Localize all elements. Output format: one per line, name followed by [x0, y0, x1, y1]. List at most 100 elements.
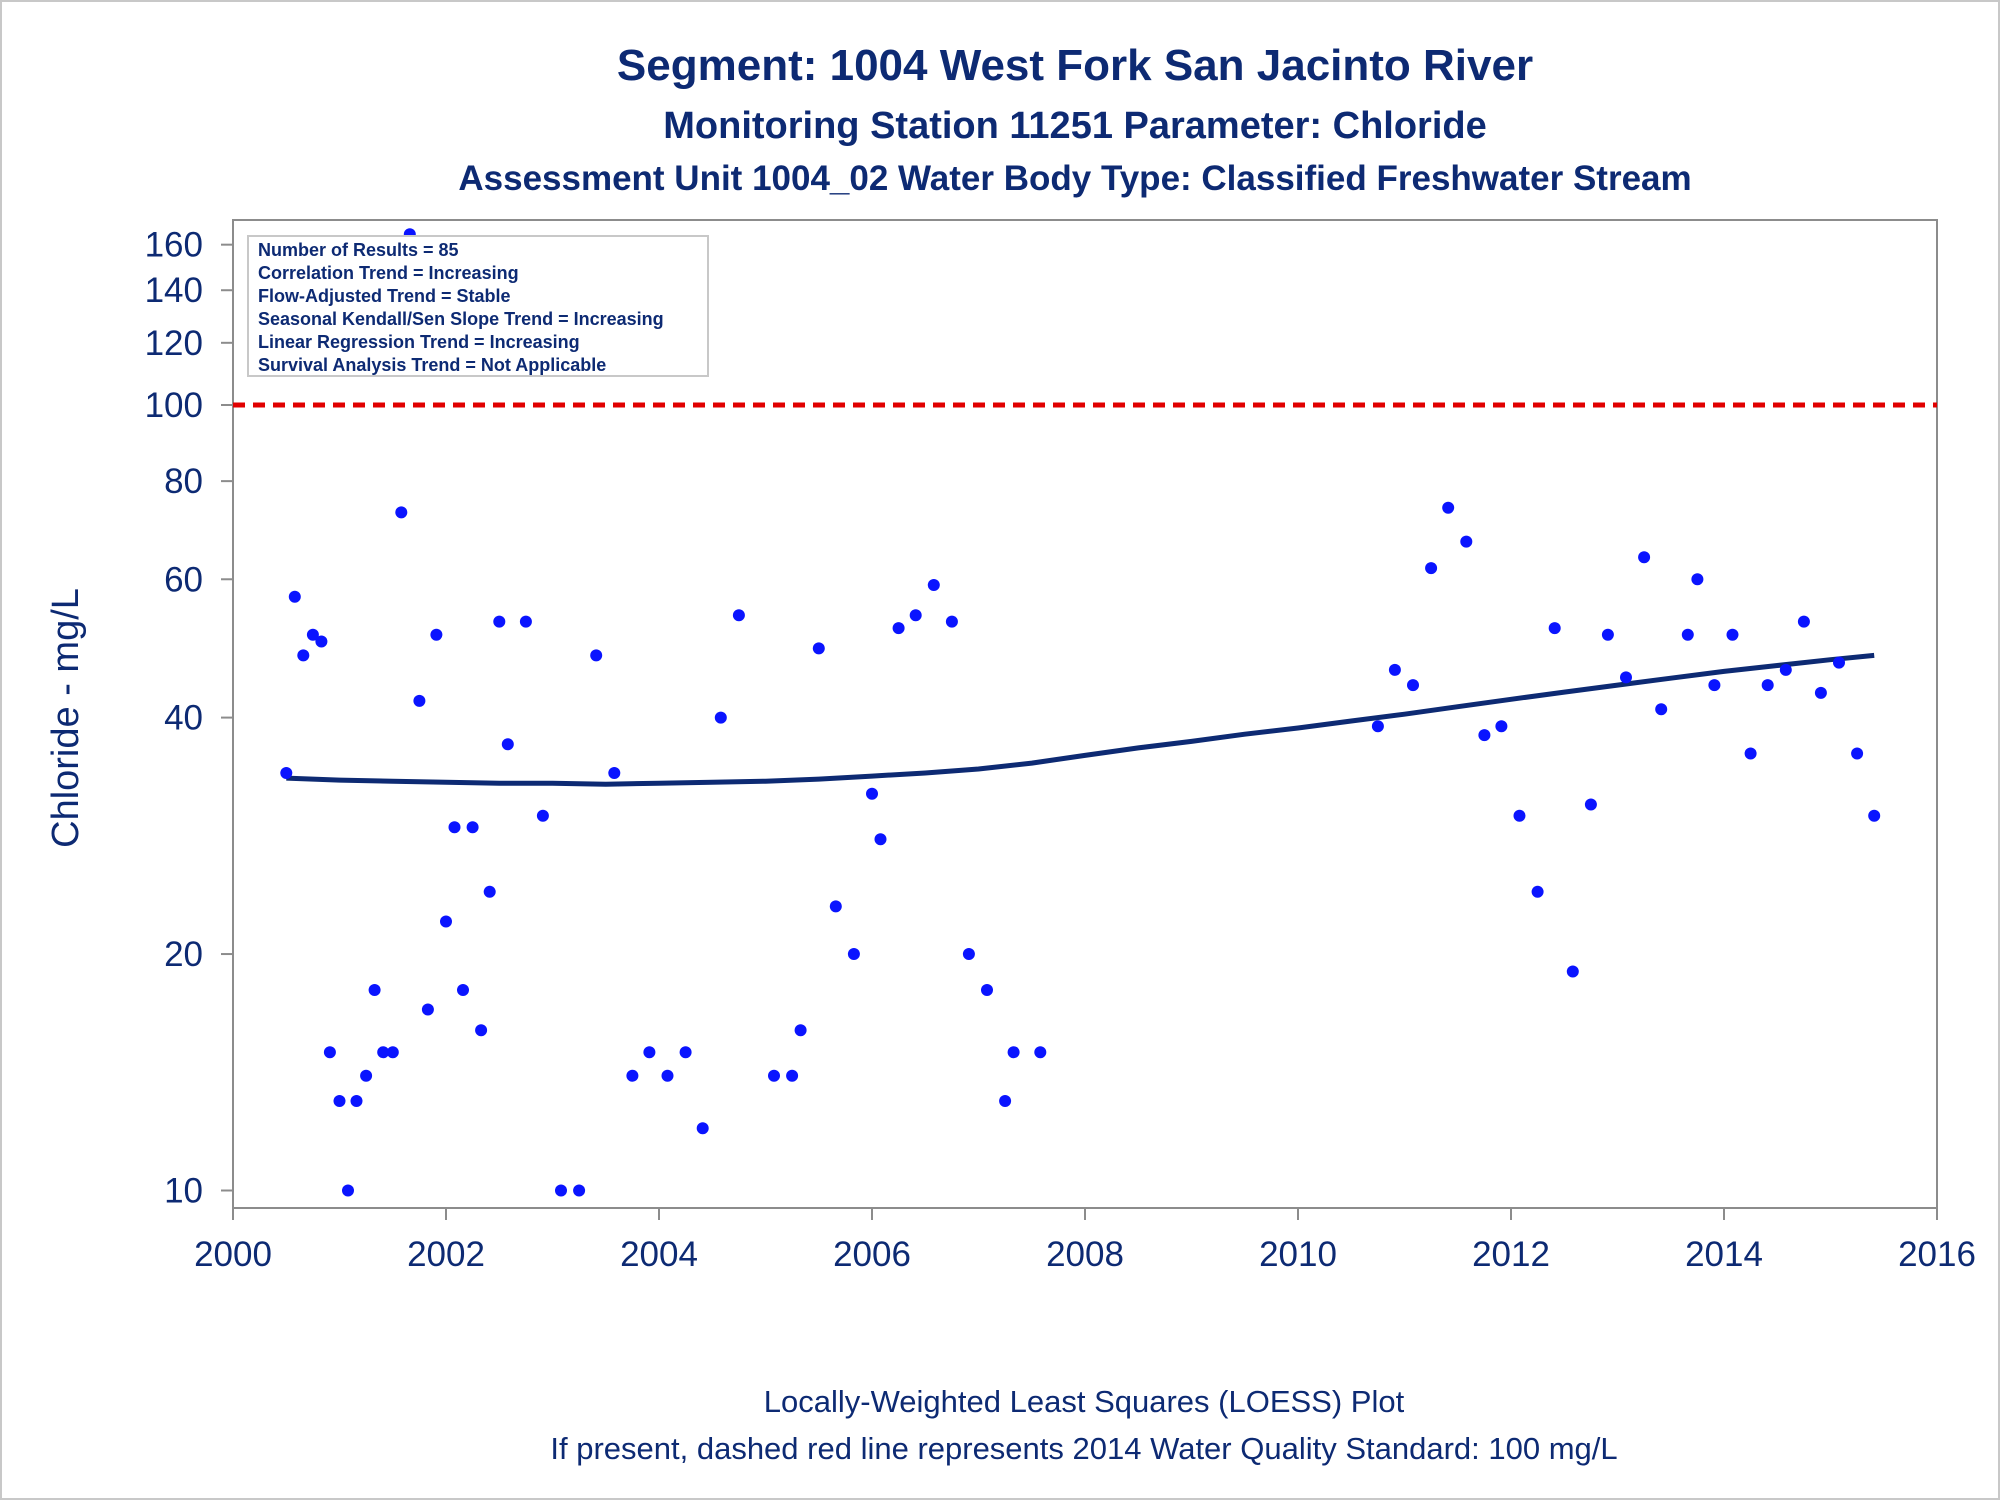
- data-point: [1833, 656, 1845, 669]
- data-point: [288, 590, 301, 603]
- data-point: [1744, 747, 1757, 760]
- data-point: [1779, 663, 1792, 676]
- data-point: [1425, 562, 1438, 575]
- data-point: [1691, 573, 1704, 586]
- data-point: [874, 833, 887, 846]
- data-point: [501, 738, 514, 751]
- data-point: [1868, 809, 1881, 822]
- y-tick-label: 40: [164, 699, 203, 738]
- data-point: [448, 821, 461, 834]
- data-point: [643, 1046, 656, 1059]
- data-point: [297, 649, 310, 662]
- y-tick-label: 100: [145, 386, 203, 425]
- data-point: [661, 1069, 674, 1082]
- data-point: [812, 642, 825, 655]
- data-point: [1851, 747, 1864, 760]
- y-tick-label: 10: [164, 1172, 203, 1211]
- data-point: [1495, 720, 1508, 733]
- data-point: [421, 1003, 434, 1016]
- data-point: [368, 984, 381, 996]
- x-tick-label: 2010: [1259, 1235, 1337, 1274]
- data-point: [927, 579, 940, 591]
- data-point: [440, 915, 452, 928]
- stats-inset-line: Survival Analysis Trend = Not Applicable: [258, 355, 606, 375]
- data-point: [714, 711, 727, 724]
- data-point: [1407, 679, 1419, 692]
- data-point: [1708, 679, 1721, 692]
- chart-subtitle-1: Monitoring Station 11251 Parameter: Chlo…: [663, 105, 1487, 147]
- data-point: [1638, 551, 1651, 564]
- data-point: [981, 984, 993, 996]
- data-point: [696, 1122, 709, 1135]
- data-point: [1034, 1046, 1047, 1059]
- data-point: [786, 1069, 799, 1082]
- x-tick-label: 2006: [833, 1235, 911, 1274]
- data-point: [590, 649, 603, 662]
- data-point: [466, 821, 479, 834]
- data-point: [573, 1184, 586, 1197]
- data-point: [1513, 809, 1526, 822]
- data-point: [1797, 615, 1810, 628]
- stats-inset-line: Number of Results = 85: [258, 240, 459, 260]
- data-point: [892, 622, 905, 635]
- data-point: [1601, 628, 1614, 641]
- data-point: [1007, 1046, 1020, 1059]
- data-point: [430, 628, 443, 641]
- data-point: [945, 615, 958, 628]
- footer-line-2: If present, dashed red line represents 2…: [550, 1431, 1617, 1466]
- stats-inset-border: [247, 235, 709, 377]
- x-tick-label: 2016: [1898, 1235, 1976, 1274]
- data-point: [626, 1069, 639, 1082]
- data-point: [1388, 663, 1401, 676]
- chart-subtitle-2: Assessment Unit 1004_02 Water Body Type:…: [458, 159, 1691, 198]
- data-point: [483, 885, 496, 898]
- y-axis-label: Chloride - mg/L: [45, 588, 87, 848]
- data-point: [386, 1046, 399, 1059]
- data-point: [315, 635, 328, 648]
- y-tick-label: 120: [145, 324, 203, 363]
- data-point: [360, 1069, 373, 1082]
- data-point: [679, 1046, 692, 1059]
- data-point: [732, 609, 745, 622]
- data-point: [323, 1046, 336, 1059]
- data-point: [768, 1069, 780, 1082]
- stats-inset-line: Flow-Adjusted Trend = Stable: [258, 286, 511, 306]
- data-point: [1681, 628, 1694, 641]
- data-point: [1548, 622, 1561, 635]
- data-point: [829, 900, 842, 913]
- data-point: [377, 1046, 390, 1059]
- stats-inset-line: Linear Regression Trend = Increasing: [258, 332, 580, 352]
- data-point: [1442, 501, 1455, 514]
- data-point: [1814, 686, 1827, 699]
- data-point: [909, 609, 922, 622]
- stats-inset-line: Correlation Trend = Increasing: [258, 263, 519, 283]
- data-point: [536, 809, 549, 822]
- data-point: [280, 767, 293, 779]
- data-point: [999, 1095, 1012, 1107]
- data-point: [413, 694, 426, 707]
- y-tick-label: 80: [164, 462, 203, 501]
- data-point: [1566, 965, 1579, 978]
- data-point: [866, 787, 878, 800]
- x-tick-label: 2002: [407, 1235, 485, 1274]
- footer-line-1: Locally-Weighted Least Squares (LOESS) P…: [764, 1384, 1405, 1419]
- loess-line: [286, 652, 1875, 787]
- chart-title: Segment: 1004 West Fork San Jacinto Rive…: [617, 41, 1533, 90]
- x-tick-label: 2004: [620, 1235, 698, 1274]
- data-point: [1478, 729, 1491, 742]
- y-tick-label: 60: [164, 560, 203, 599]
- stats-inset-line: Seasonal Kendall/Sen Slope Trend = Incre…: [258, 309, 664, 329]
- data-point: [333, 1095, 346, 1107]
- data-point: [395, 506, 408, 519]
- data-point: [475, 1024, 488, 1037]
- data-point: [1371, 720, 1384, 733]
- data-point: [457, 984, 469, 996]
- data-point: [519, 615, 532, 628]
- stats-inset: Number of Results = 85 Correlation Trend …: [247, 235, 709, 377]
- data-point: [1726, 628, 1739, 641]
- x-tick-label: 2012: [1472, 1235, 1550, 1274]
- data-point: [306, 628, 319, 641]
- x-tick-label: 2014: [1685, 1235, 1763, 1274]
- data-point: [1531, 885, 1544, 898]
